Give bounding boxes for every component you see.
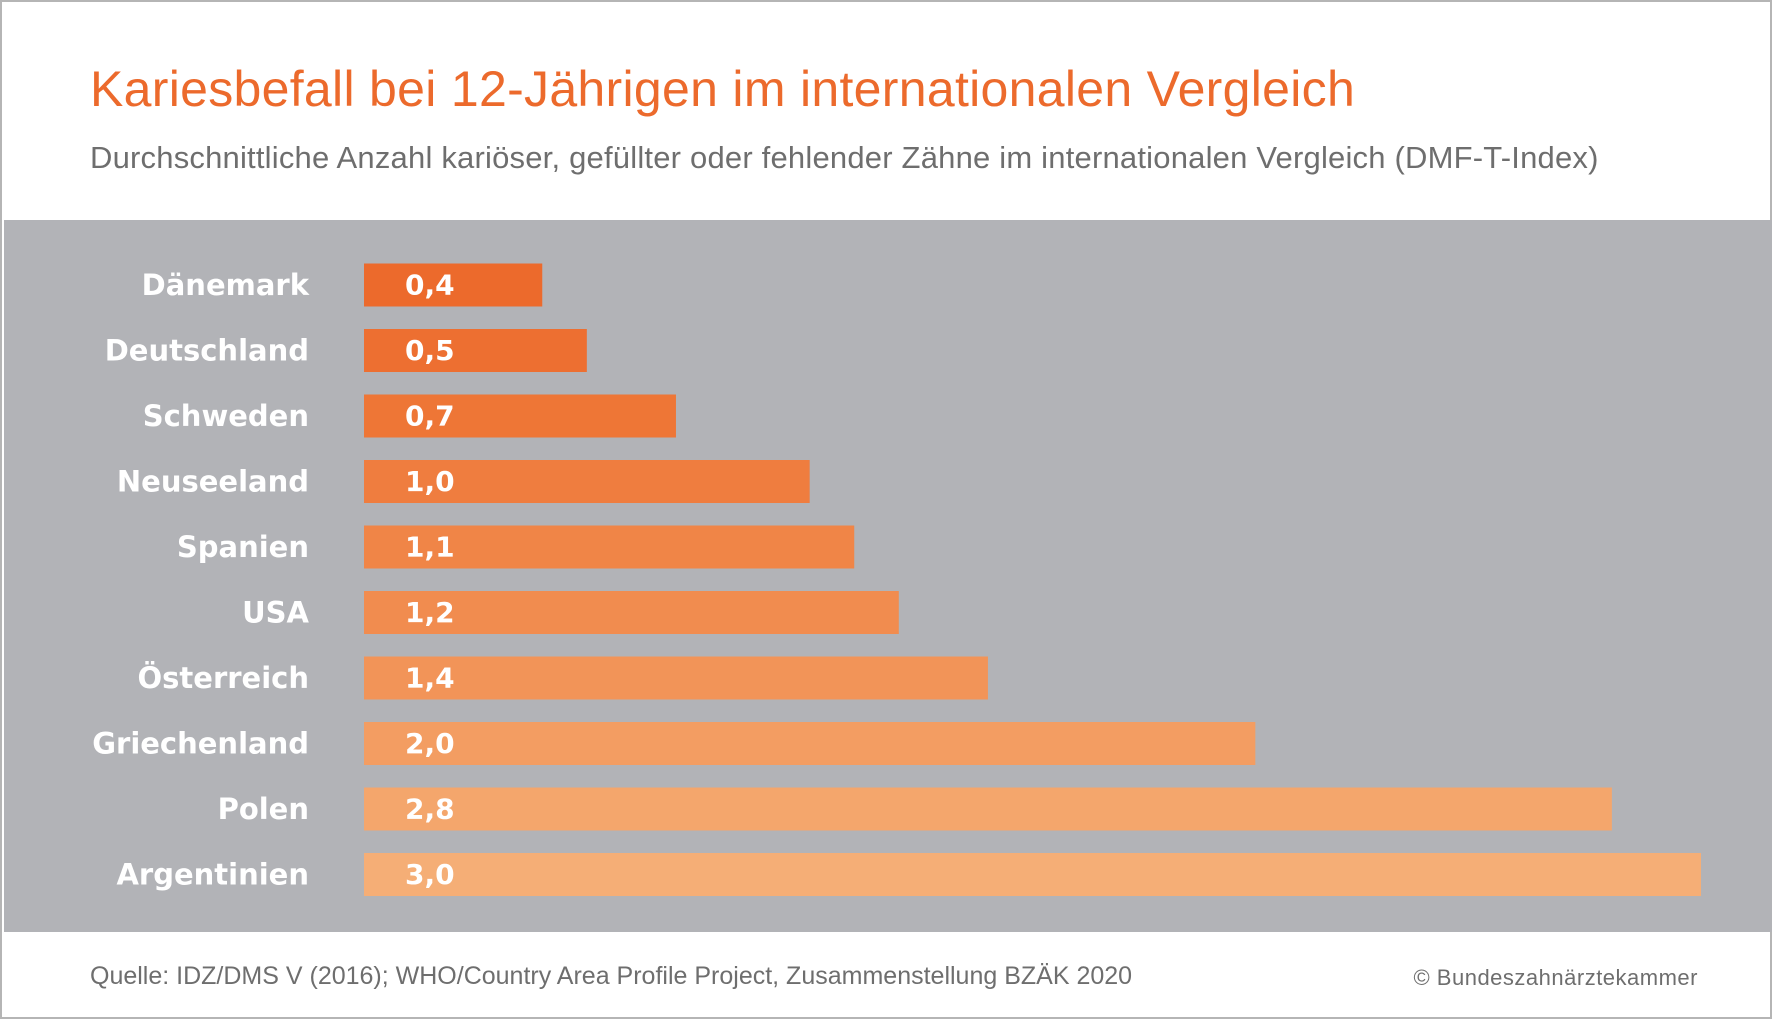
- value-label-0: 0,4: [405, 269, 455, 302]
- bar-5: [364, 591, 899, 634]
- plot-area: Dänemark 0,4 Deutschland 0,5 Schweden 0,7 Neus…: [4, 220, 1772, 932]
- value-label-6: 1,4: [405, 662, 455, 695]
- category-label-0: Dänemark: [142, 268, 310, 302]
- bar-1: [364, 329, 587, 372]
- chart-footer: Quelle: IDZ/DMS V (2016); WHO/Country Ar…: [2, 934, 1770, 1017]
- chart-header: Kariesbefall bei 12-Jährigen im internat…: [2, 2, 1770, 218]
- bar-3: [364, 460, 810, 503]
- value-label-8: 2,8: [405, 793, 455, 826]
- category-label-8: Polen: [218, 792, 309, 826]
- value-label-1: 0,5: [405, 334, 455, 367]
- value-label-3: 1,0: [405, 465, 455, 498]
- bar-6: [364, 656, 988, 700]
- category-label-6: Österreich: [138, 661, 310, 695]
- bar-9: [364, 853, 1701, 896]
- bar-4: [364, 525, 855, 569]
- category-label-1: Deutschland: [105, 334, 309, 368]
- chart-title: Kariesbefall bei 12-Jährigen im internat…: [90, 61, 1356, 117]
- category-label-7: Griechenland: [92, 727, 309, 761]
- bar-8: [364, 787, 1612, 831]
- bar-2: [364, 394, 676, 438]
- category-label-2: Schweden: [143, 399, 309, 433]
- chart-subtitle: Durchschnittliche Anzahl kariöser, gefül…: [90, 140, 1599, 175]
- value-label-7: 2,0: [405, 727, 455, 760]
- bar-0: [364, 263, 543, 307]
- category-label-9: Argentinien: [116, 858, 309, 892]
- category-label-4: Spanien: [177, 530, 309, 564]
- category-label-5: USA: [242, 596, 309, 630]
- bar-7: [364, 722, 1256, 765]
- category-label-3: Neuseeland: [117, 465, 309, 499]
- bar-chart: Dänemark 0,4 Deutschland 0,5 Schweden 0,7 Neus…: [92, 263, 1701, 896]
- value-label-5: 1,2: [405, 596, 455, 629]
- value-label-4: 1,1: [405, 531, 455, 564]
- value-label-9: 3,0: [405, 858, 455, 891]
- value-label-2: 0,7: [405, 400, 455, 433]
- copyright-note: © Bundeszahnärztekammer: [1413, 965, 1698, 990]
- source-note: Quelle: IDZ/DMS V (2016); WHO/Country Ar…: [90, 962, 1133, 990]
